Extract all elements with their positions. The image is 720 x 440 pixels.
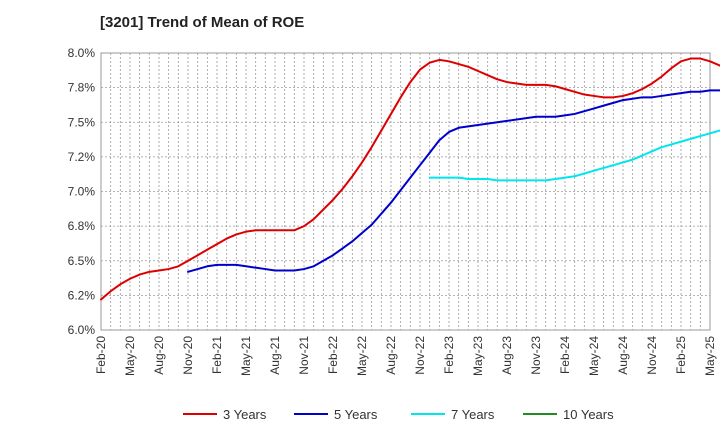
legend-label-3-years: 3 Years xyxy=(223,407,267,422)
grid-layer xyxy=(100,52,711,331)
x-tick-label: May-20 xyxy=(123,336,137,376)
x-tick-label: Nov-21 xyxy=(297,336,311,375)
y-tick-label: 7.5% xyxy=(68,115,96,129)
x-tick-label: Aug-24 xyxy=(616,336,630,375)
x-tick-label: Nov-20 xyxy=(181,336,195,375)
y-tick-label: 6.8% xyxy=(68,219,96,233)
legend: 3 Years 5 Years 7 Years 10 Years xyxy=(183,407,614,422)
series-layer xyxy=(100,57,720,301)
x-tick-label: Nov-23 xyxy=(529,336,543,375)
x-tick-label: May-21 xyxy=(239,336,253,376)
x-tick-label: Feb-22 xyxy=(326,336,340,374)
series-line-3-years xyxy=(100,57,720,301)
y-tick-label: 8.0% xyxy=(68,46,96,60)
axis-layer: 6.0% 6.2% 6.5% 6.8% 7.0% 7.2% 7.5% 7.8% 8.0% Feb-… xyxy=(68,46,717,376)
chart-title: [3201] Trend of Mean of ROE xyxy=(100,14,305,31)
y-tick-label: 6.0% xyxy=(68,323,96,337)
x-tick-label: May-23 xyxy=(471,336,485,376)
x-tick-label: Aug-21 xyxy=(268,336,282,375)
y-tick-label: 7.2% xyxy=(68,150,96,164)
x-tick-label: Aug-23 xyxy=(500,336,514,375)
y-tick-label: 6.2% xyxy=(68,288,96,302)
x-tick-label: Aug-20 xyxy=(152,336,166,375)
x-tick-label: May-24 xyxy=(587,336,601,376)
y-tick-label: 7.8% xyxy=(68,81,96,95)
series-line-5-years xyxy=(187,89,720,273)
legend-label-7-years: 7 Years xyxy=(451,407,495,422)
y-tick-label: 6.5% xyxy=(68,254,96,268)
x-tick-label: May-25 xyxy=(703,336,717,376)
y-tick-label: 7.0% xyxy=(68,185,96,199)
x-tick-label: Feb-24 xyxy=(558,336,572,374)
x-tick-label: Aug-22 xyxy=(384,336,398,375)
series-line-7-years xyxy=(428,129,720,182)
x-tick-label: Nov-24 xyxy=(645,336,659,375)
x-tick-label: May-22 xyxy=(355,336,369,376)
x-tick-label: Feb-20 xyxy=(94,336,108,374)
legend-label-5-years: 5 Years xyxy=(334,407,378,422)
x-tick-label: Feb-23 xyxy=(442,336,456,374)
x-tick-label: Feb-21 xyxy=(210,336,224,374)
x-tick-label: Nov-22 xyxy=(413,336,427,375)
x-tick-label: Feb-25 xyxy=(674,336,688,374)
legend-label-10-years: 10 Years xyxy=(563,407,614,422)
